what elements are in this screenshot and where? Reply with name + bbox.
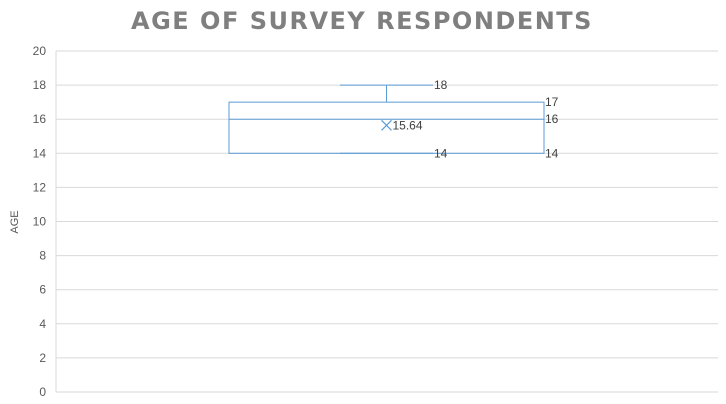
y-tick-label: 6 <box>39 283 46 297</box>
y-tick-label: 10 <box>33 215 47 229</box>
box-plot-series <box>228 84 545 154</box>
y-tick-label: 14 <box>33 146 47 160</box>
data-label: 16 <box>545 112 559 126</box>
y-tick-label: 20 <box>33 44 47 58</box>
y-tick-label: 0 <box>39 385 46 399</box>
y-tick-label: 4 <box>39 317 46 331</box>
data-label: 17 <box>545 95 559 109</box>
y-tick-label: 2 <box>39 351 46 365</box>
y-axis-label: AGE <box>9 210 21 233</box>
data-label: 14 <box>545 146 559 160</box>
data-label: 15.64 <box>393 118 423 132</box>
y-tick-label: 16 <box>33 112 47 126</box>
chart-title: AGE OF SURVEY RESPONDENTS <box>131 7 593 35</box>
y-tick-label: 18 <box>33 78 47 92</box>
mean-marker-stroke <box>381 119 392 131</box>
data-label: 14 <box>434 146 448 160</box>
data-labels: 18 17 16 15.64 14 14 <box>393 78 559 160</box>
y-axis-ticks: 0 2 4 6 8 10 12 14 16 18 20 <box>33 44 47 399</box>
y-tick-label: 8 <box>39 249 46 263</box>
y-tick-label: 12 <box>33 180 47 194</box>
mean-marker <box>381 119 392 131</box>
interquartile-box <box>228 101 545 154</box>
data-label: 18 <box>434 78 448 92</box>
